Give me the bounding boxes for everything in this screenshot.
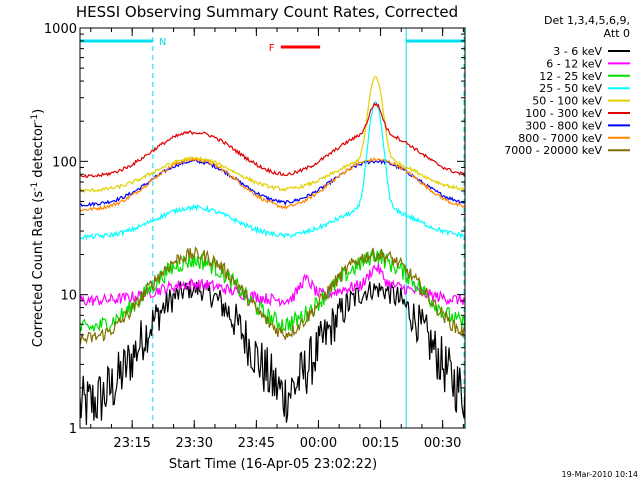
series-line-3-6-kev xyxy=(79,280,466,425)
legend-label-7000-20000-kev: 7000 - 20000 keV xyxy=(504,144,602,157)
night-indicators: NF xyxy=(80,28,465,428)
legend-label-25-50-kev: 25 - 50 keV xyxy=(539,82,602,95)
legend-label-300-800-kev: 300 - 800 keV xyxy=(525,119,602,132)
x-tick-label: 00:00 xyxy=(300,436,337,451)
series-line-300-800-kev xyxy=(79,158,466,208)
legend-label-12-25-kev: 12 - 25 keV xyxy=(539,70,602,83)
legend-label-6-12-kev: 6 - 12 keV xyxy=(546,57,602,70)
legend-label-100-300-kev: 100 - 300 keV xyxy=(525,107,602,120)
series-line-7000-20000-kev xyxy=(79,246,466,346)
x-tick-label: 23:30 xyxy=(176,436,213,451)
y-tick-label: 100 xyxy=(52,155,77,170)
y-tick-label: 1000 xyxy=(44,22,77,37)
series-group xyxy=(79,75,466,425)
x-tick-label: 00:15 xyxy=(362,436,399,451)
legend-label-3-6-kev: 3 - 6 keV xyxy=(553,45,602,58)
x-tick-label: 23:45 xyxy=(238,436,275,451)
axis-ticks: 1 10 100 1000 23:15 23:30 23:45 00:00 00:15 00:30 xyxy=(44,22,465,451)
chart-title: HESSI Observing Summary Count Rates, Cor… xyxy=(76,3,458,21)
timestamp: 19-Mar-2010 10:14 xyxy=(562,470,639,479)
series-line-800-7000-kev xyxy=(79,156,466,212)
y-tick-label: 1 xyxy=(69,422,77,437)
legend-header-line-1: Det 1,3,4,5,6,9, xyxy=(544,14,630,27)
plot-frame xyxy=(79,27,466,429)
y-tick-label: 10 xyxy=(60,289,77,304)
night-label: N xyxy=(159,37,166,48)
legend-label-800-7000-kev: 800 - 7000 keV xyxy=(518,132,602,145)
x-tick-label: 00:30 xyxy=(424,436,461,451)
legend-header-line-2: Att 0 xyxy=(604,27,630,40)
legend-label-50-100-kev: 50 - 100 keV xyxy=(532,95,602,108)
series-line-100-300-kev xyxy=(79,102,466,179)
x-tick-label: 23:15 xyxy=(113,436,150,451)
x-axis-label: Start Time (16-Apr-05 23:02:22) xyxy=(169,457,377,472)
series-line-50-100-kev xyxy=(79,75,466,194)
y-axis-label: Corrected Count Rate (s-1 detector-1) xyxy=(30,109,46,347)
flare-label: F xyxy=(269,43,275,54)
series-line-25-50-kev xyxy=(79,100,466,241)
